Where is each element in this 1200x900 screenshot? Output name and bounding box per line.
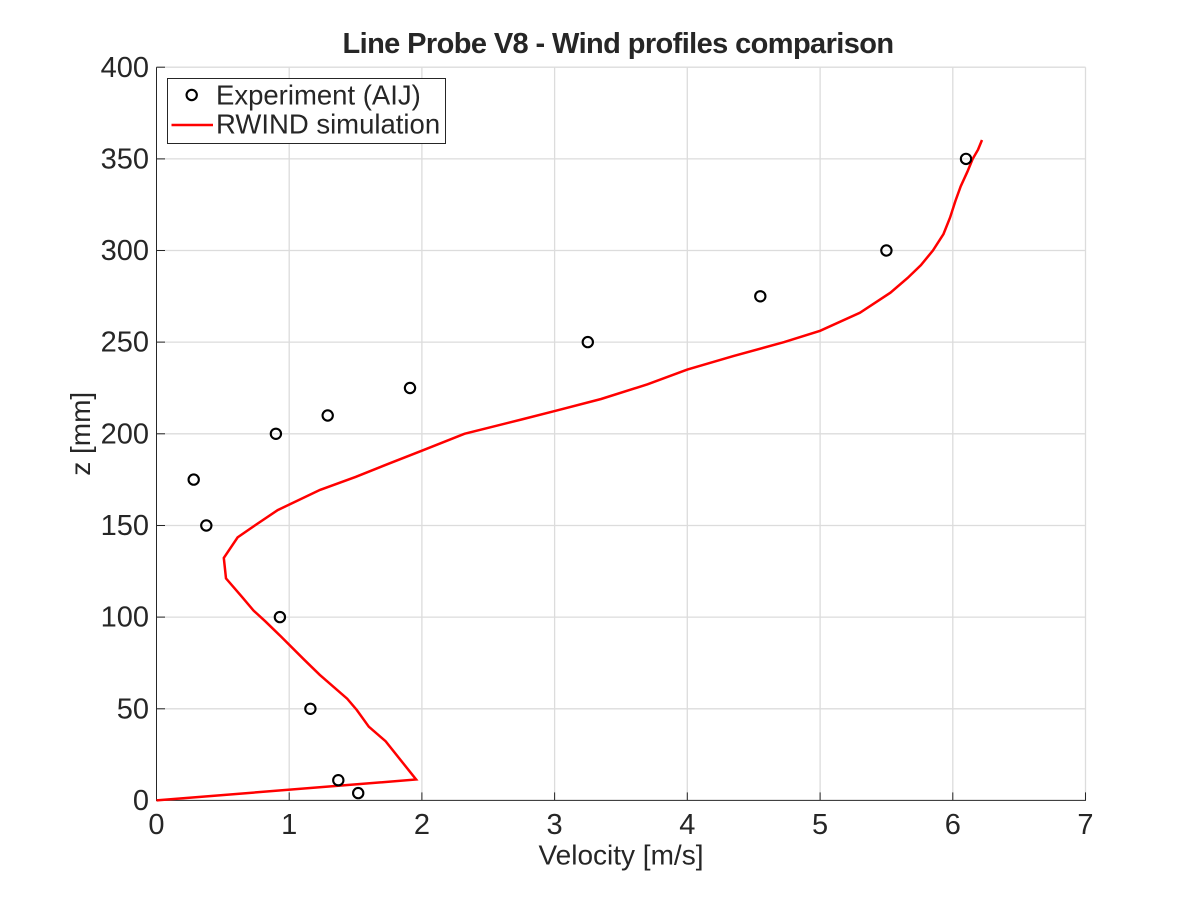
svg-text:0: 0: [133, 785, 149, 817]
svg-text:350: 350: [101, 144, 149, 176]
svg-text:2: 2: [414, 809, 430, 841]
svg-text:200: 200: [101, 418, 149, 450]
svg-text:z [mm]: z [mm]: [65, 392, 96, 476]
svg-text:400: 400: [101, 52, 149, 84]
svg-text:Line Probe V8 - Wind profiles: Line Probe V8 - Wind profiles comparison: [343, 28, 894, 60]
svg-text:4: 4: [679, 809, 695, 841]
svg-text:6: 6: [945, 809, 961, 841]
svg-text:RWIND simulation: RWIND simulation: [216, 109, 440, 140]
svg-text:7: 7: [1077, 809, 1093, 841]
svg-text:Experiment (AIJ): Experiment (AIJ): [216, 79, 421, 110]
svg-text:150: 150: [101, 510, 149, 542]
svg-text:1: 1: [281, 809, 297, 841]
svg-text:3: 3: [547, 809, 563, 841]
svg-text:300: 300: [101, 235, 149, 267]
svg-text:250: 250: [101, 327, 149, 359]
svg-text:Velocity [m/s]: Velocity [m/s]: [539, 839, 704, 870]
svg-text:0: 0: [148, 809, 164, 841]
svg-text:50: 50: [117, 693, 149, 725]
svg-text:100: 100: [101, 602, 149, 634]
svg-text:5: 5: [812, 809, 828, 841]
